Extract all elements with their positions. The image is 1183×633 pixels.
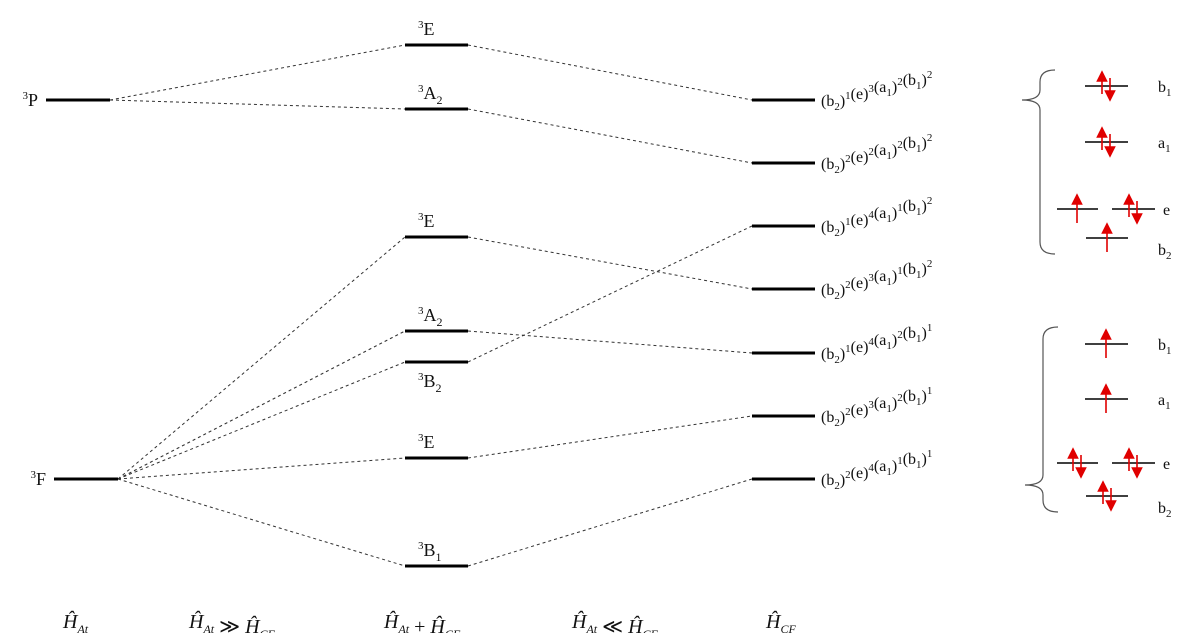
connector-weak-to-strong-3 [467, 225, 753, 363]
term-label-weak-7: 3B1 [418, 540, 442, 564]
connector-free-to-weak-3 [117, 236, 406, 480]
term-label-weak-5: 3B2 [418, 371, 442, 395]
orbital-label-a1-upper: a1 [1158, 135, 1171, 155]
orbital-label-e-lower: e [1163, 456, 1170, 473]
connector-weak-to-strong-7 [467, 478, 753, 567]
connector-free-to-weak-6 [117, 457, 406, 480]
orbital-a1-upper-down-electron [1104, 134, 1116, 158]
configuration-3: (b2)1(e)4(a1)1(b1)2 [821, 195, 932, 239]
term-label-weak-3: 3E [418, 211, 435, 231]
connector-weak-to-strong-1 [467, 44, 753, 101]
term-label-3f: 3F [30, 469, 46, 489]
orbital-label-b1-lower: b1 [1158, 337, 1172, 357]
regime-label-at-plus-cf: ĤAt + ĤCF [383, 610, 461, 633]
regime-label-at: ĤAt [62, 610, 89, 633]
term-label-weak-6: 3E [418, 432, 435, 452]
configuration-1: (b2)1(e)3(a1)2(b1)2 [821, 69, 932, 113]
orbital-a1-lower-up-electron [1100, 383, 1112, 413]
connector-weak-to-strong-6 [467, 415, 753, 459]
orbital-e-right-lower-down-electron [1131, 455, 1143, 479]
connector-free-to-weak-4 [117, 330, 406, 480]
configuration-5: (b2)1(e)4(a1)2(b1)1 [821, 322, 932, 366]
term-label-weak-2: 3A2 [418, 83, 443, 107]
orbital-label-a1-lower: a1 [1158, 392, 1171, 412]
configuration-2: (b2)2(e)2(a1)2(b1)2 [821, 132, 932, 176]
regime-label-at-gg-cf: ĤAt ≫ ĤCF [188, 610, 276, 633]
brace-upper [1021, 69, 1056, 255]
connector-weak-to-strong-5 [467, 330, 753, 354]
orbital-label-b2-lower: b2 [1158, 500, 1172, 520]
orbital-label-b1-upper: b1 [1158, 79, 1172, 99]
orbital-b1-upper-down-electron [1104, 78, 1116, 102]
brace-lower [1024, 326, 1059, 513]
orbital-e-left-lower-up-electron [1067, 447, 1079, 471]
connector-free-to-weak-2 [109, 99, 406, 110]
connector-free-to-weak-7 [117, 478, 406, 567]
configuration-6: (b2)2(e)3(a1)2(b1)1 [821, 385, 932, 429]
orbital-b1-upper-up-electron [1096, 70, 1108, 94]
energy-levels [46, 43, 815, 568]
connector-weak-to-strong-2 [467, 108, 753, 164]
orbital-e-right-lower-up-electron [1123, 447, 1135, 471]
term-label-3p: 3P [22, 90, 38, 110]
orbital-b2-lower-down-electron [1105, 488, 1117, 512]
regime-labels: ĤAt ĤAt ≫ ĤCF ĤAt + ĤCF ĤAt ≪ ĤCF ĤCF [62, 610, 796, 633]
connector-lines [109, 44, 753, 567]
orbital-diagram-lower: b1 a1 e b2 [1024, 326, 1172, 520]
configuration-labels: (b2)1(e)3(a1)2(b1)2 (b2)2(e)2(a1)2(b1)2 (b… [821, 69, 932, 492]
orbital-e-left-lower-down-electron [1075, 455, 1087, 479]
orbital-b2-lower-up-electron [1097, 480, 1109, 504]
orbital-diagrams: b1 a1 e b2 b1 a1 e b2 [1021, 69, 1172, 520]
connector-free-to-weak-1 [109, 44, 406, 101]
orbital-label-b2-upper: b2 [1158, 242, 1172, 262]
orbital-diagram-upper: b1 a1 e b2 [1021, 69, 1172, 262]
configuration-4: (b2)2(e)3(a1)1(b1)2 [821, 258, 932, 302]
regime-label-at-ll-cf: ĤAt ≪ ĤCF [571, 610, 659, 633]
orbital-e-right-upper-up-electron [1123, 193, 1135, 217]
orbital-e-right-upper-down-electron [1131, 201, 1143, 225]
term-labels: 3P 3F 3E 3A2 3E 3A2 3B2 3E 3B1 [22, 19, 442, 564]
configuration-7: (b2)2(e)4(a1)1(b1)1 [821, 448, 932, 492]
orbital-a1-upper-up-electron [1096, 126, 1108, 150]
term-label-weak-1: 3E [418, 19, 435, 39]
connector-weak-to-strong-4 [467, 236, 753, 290]
orbital-b2-upper-up-electron [1101, 222, 1113, 252]
orbital-label-e-upper: e [1163, 202, 1170, 219]
connector-free-to-weak-5 [117, 361, 406, 480]
orbital-e-left-upper-up-electron [1071, 193, 1083, 223]
orbital-b1-lower-up-electron [1100, 328, 1112, 358]
term-label-weak-4: 3A2 [418, 305, 443, 329]
regime-label-cf: ĤCF [765, 610, 796, 633]
